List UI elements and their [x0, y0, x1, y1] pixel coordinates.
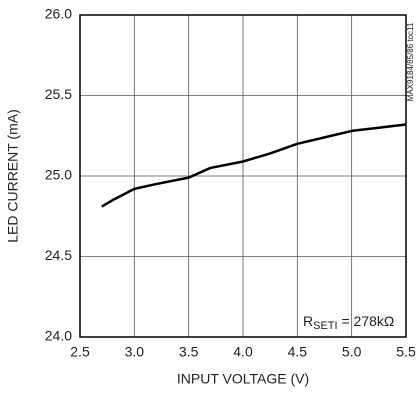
y-tick-label: 24.0: [45, 328, 72, 344]
x-tick-label: 5.5: [396, 344, 416, 360]
x-tick-label: 4.0: [233, 344, 253, 360]
y-tick-label: 26.0: [45, 6, 72, 22]
annotation-symbol: R: [303, 313, 313, 329]
data-line: [101, 123, 407, 208]
y-tick-label: 25.5: [45, 86, 72, 102]
x-tick-label: 3.0: [125, 344, 145, 360]
y-axis-label: LED CURRENT (mA): [5, 109, 21, 243]
y-tick-label: 24.5: [45, 247, 72, 263]
x-tick-label: 4.5: [288, 344, 308, 360]
annotation: RSETI = 278kΩ: [303, 313, 394, 332]
annotation-text: = 278kΩ: [338, 313, 395, 329]
x-axis-label: INPUT VOLTAGE (V): [177, 371, 309, 387]
plot-frame: [79, 14, 407, 338]
x-tick-label: 5.0: [342, 344, 362, 360]
x-tick-label: 3.5: [179, 344, 199, 360]
annotation-subscript: SETI: [313, 320, 337, 332]
y-tick-label: 25.0: [45, 167, 72, 183]
side-note: MAX9184/85/86 toc11: [406, 22, 415, 101]
x-tick-label: 2.5: [70, 344, 90, 360]
